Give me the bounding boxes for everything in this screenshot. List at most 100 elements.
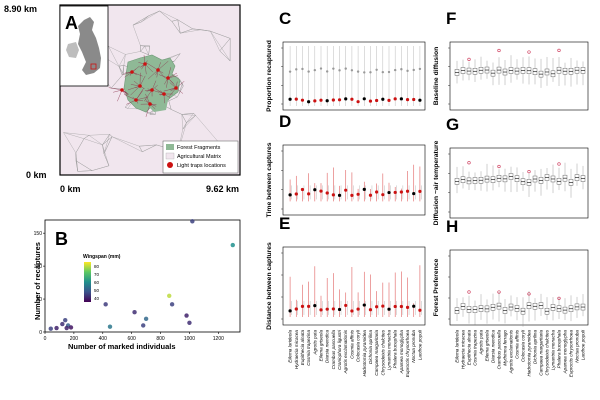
mesh-edge [102,134,110,145]
estimate-point [362,97,366,101]
estimate-point [325,191,329,195]
scatter-point [54,325,59,331]
species-label-fh: Phalera bucephala [557,330,562,369]
inset-britain-shape [78,17,101,75]
outlier [467,290,471,294]
null-point [288,70,292,73]
mesh-edge [168,96,178,102]
null-point [400,68,403,71]
outlier [497,48,501,53]
mesh-edge [182,115,196,130]
estimate-point [381,97,385,101]
estimate-point [405,305,410,309]
null-point [369,71,372,74]
outlier [557,48,561,52]
mesh-edge [182,122,187,130]
scatter-point [167,293,172,298]
estimate-point [294,307,298,311]
species-label-ce: Campaea margaritaria [374,330,379,376]
estimate-point [313,188,317,192]
mesh-edge [88,135,103,146]
panel-c-ylabel: Proportion recaptured [266,40,273,112]
x-tick-label: 0 [44,336,47,342]
colorbar-tick-label: 50 [94,288,100,293]
estimate-point [381,304,385,308]
estimate-point [300,98,305,102]
mesh-edge [171,21,181,34]
null-point [325,70,329,73]
species-label-fh: Laothoe populi [581,329,586,360]
species-label-ce: Phalera bucephala [393,330,398,369]
species-label-fh: Crambus pascuella [497,330,502,370]
map-y-bottom-label: 0 km [26,170,47,180]
trap-spoke [135,96,149,101]
light-trap [174,86,178,90]
species-label-fh: Chrysodeixis chalcites [545,329,550,375]
species-label-fh: Lymantria monacha [551,330,556,371]
mesh-edge [180,29,202,34]
null-point [307,70,310,73]
mesh-edge [180,28,193,34]
estimate-point [307,100,311,104]
panel-g-letter: G [446,115,459,134]
colorbar-tick-label: 80 [94,264,100,269]
null-point [393,68,397,72]
mesh-edge [177,19,193,30]
legend-trap-swatch [167,162,173,168]
panel-f-letter: F [446,9,456,28]
estimate-point [393,97,397,101]
map-x-left-label: 0 km [60,184,81,194]
mesh-edge [149,112,156,115]
estimate-point [331,98,335,102]
mesh-edge [102,144,105,154]
estimate-point [418,98,422,102]
mesh-edge [186,113,194,123]
mesh-edge [142,144,157,152]
mesh-edge [118,66,123,76]
scatter-point [187,320,192,325]
mesh-edge [171,109,182,115]
mesh-edge [193,113,196,116]
estimate-point [362,303,366,307]
y-tick-label: 0 [39,330,42,336]
null-point [350,69,354,72]
mesh-edge [144,46,149,55]
null-point [319,67,323,70]
mesh-edge [109,134,113,137]
scatter-axes: 0 200 400 600 800 1000 1200 0 50 100 150 [34,231,224,342]
light-trap [120,88,124,92]
scatter-point [64,325,69,331]
panel-g-ylabel: Diffusion ~air temperature [433,140,440,225]
estimate-point [405,189,410,193]
panel-g: G Diffusion ~air temperature [433,115,589,225]
estimate-point [288,97,292,101]
forest-fragment-south [148,96,168,112]
legend-forest-label: Forest Fragments [177,145,221,151]
trap-spoke [145,93,151,105]
mesh-edge [75,138,85,153]
species-label-ce: Hydraecia micacea [294,330,299,370]
estimate-point [387,98,391,102]
estimate-point [350,309,354,313]
scatter-x-label: Number of marked individuals [68,342,176,351]
estimate-point [412,191,416,196]
estimate-point [331,193,335,197]
panel-b-letter: B [55,229,68,249]
mesh-edge [141,15,150,23]
mesh-edge [139,146,143,152]
outlier [527,50,531,54]
estimate-point [344,97,348,101]
estimate-point [387,190,391,195]
outlier [557,162,561,166]
mesh-edge [181,114,187,123]
mesh-edge [168,100,172,110]
inset-ireland-shape [66,42,79,58]
estimate-point [313,303,317,308]
mesh-edge [178,85,184,95]
species-label-ce: Eupithecia alnata [300,330,305,366]
mesh-edge [63,132,90,136]
mesh-edge [124,107,128,109]
plot-frame [282,246,426,326]
species-label-ce: Agrotis exclamationis [343,329,348,374]
species-label-ce: Chrysodeixis chalcites [380,329,385,375]
